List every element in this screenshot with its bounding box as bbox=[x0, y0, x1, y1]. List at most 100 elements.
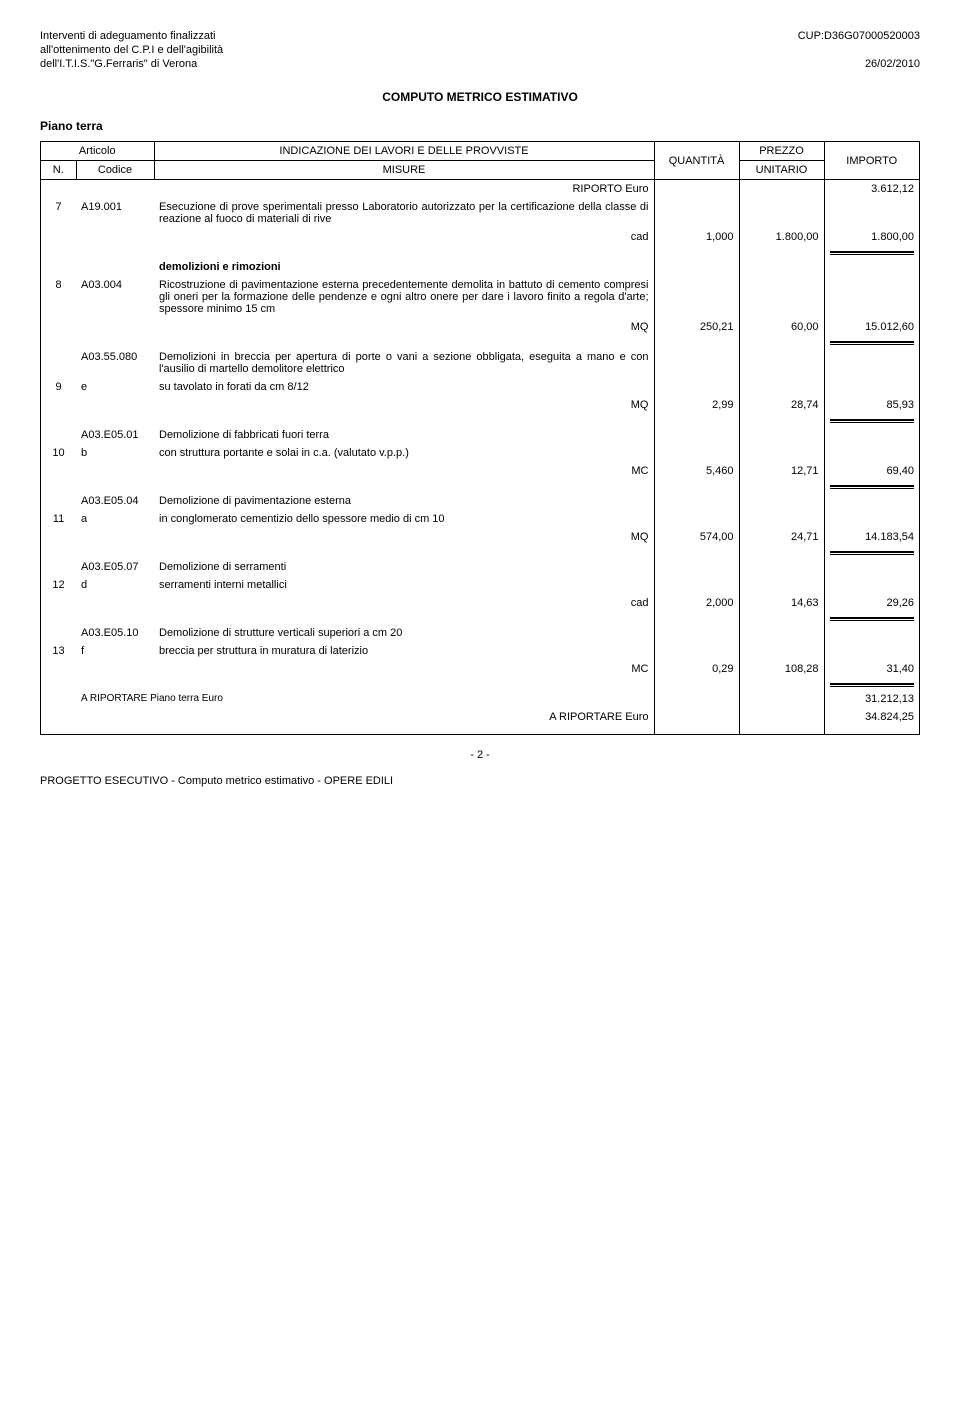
item-n: 10 bbox=[41, 444, 76, 462]
table-row: 8A03.004Ricostruzione di pavimentazione … bbox=[41, 276, 919, 318]
double-underline bbox=[824, 612, 919, 624]
item-unit-price: 24,71 bbox=[739, 528, 824, 546]
double-underline bbox=[824, 546, 919, 558]
item-qty: 250,21 bbox=[654, 318, 739, 336]
th-prezzo: PREZZO bbox=[739, 142, 824, 161]
th-indicazione: INDICAZIONE DEI LAVORI E DELLE PROVVISTE bbox=[154, 142, 654, 161]
item-code: A03.55.080 bbox=[76, 348, 154, 378]
item-desc: con struttura portante e solai in c.a. (… bbox=[154, 444, 654, 462]
item-n: 8 bbox=[41, 276, 76, 318]
table-row: cad1,0001.800,001.800,00 bbox=[41, 228, 919, 246]
riportare-piano-value: 31.212,13 bbox=[824, 690, 919, 708]
table-row: 9esu tavolato in forati da cm 8/12 bbox=[41, 378, 919, 396]
header-left-line2: all'ottenimento del C.P.I e dell'agibili… bbox=[40, 44, 223, 56]
table-row: A03.E05.01Demolizione di fabbricati fuor… bbox=[41, 426, 919, 444]
item-unit-price: 108,28 bbox=[739, 660, 824, 678]
table-frame: Articolo INDICAZIONE DEI LAVORI E DELLE … bbox=[40, 141, 920, 735]
item-desc: Demolizione di pavimentazione esterna bbox=[154, 492, 654, 510]
item-n bbox=[41, 558, 76, 576]
riporto-label: RIPORTO Euro bbox=[154, 180, 654, 199]
item-n: 13 bbox=[41, 642, 76, 660]
item-import: 15.012,60 bbox=[824, 318, 919, 336]
th-quantita: QUANTITÀ bbox=[654, 142, 739, 180]
item-desc: Esecuzione di prove sperimentali presso … bbox=[154, 198, 654, 228]
item-n: 7 bbox=[41, 198, 76, 228]
section-title: Piano terra bbox=[40, 119, 920, 133]
item-qty: 2,99 bbox=[654, 396, 739, 414]
table-header: Articolo INDICAZIONE DEI LAVORI E DELLE … bbox=[41, 142, 919, 180]
th-articolo: Articolo bbox=[41, 142, 154, 161]
double-underline bbox=[824, 480, 919, 492]
item-unit-price: 1.800,00 bbox=[739, 228, 824, 246]
item-um: MQ bbox=[154, 528, 654, 546]
item-n bbox=[41, 348, 76, 378]
double-underline bbox=[824, 246, 919, 258]
item-qty: 5,460 bbox=[654, 462, 739, 480]
item-unit-price: 28,74 bbox=[739, 396, 824, 414]
table-row: cad2,00014,6329,26 bbox=[41, 594, 919, 612]
item-um: cad bbox=[154, 228, 654, 246]
item-qty: 0,29 bbox=[654, 660, 739, 678]
item-code: A19.001 bbox=[76, 198, 154, 228]
item-desc: su tavolato in forati da cm 8/12 bbox=[154, 378, 654, 396]
riportare-euro-value: 34.824,25 bbox=[824, 708, 919, 726]
item-desc: Demolizione di serramenti bbox=[154, 558, 654, 576]
item-um: MC bbox=[154, 462, 654, 480]
th-codice: Codice bbox=[76, 161, 154, 180]
table-row: A03.E05.07Demolizione di serramenti bbox=[41, 558, 919, 576]
item-unit-price: 60,00 bbox=[739, 318, 824, 336]
item-n bbox=[41, 624, 76, 642]
table-row: A03.E05.10Demolizione di strutture verti… bbox=[41, 624, 919, 642]
item-desc: in conglomerato cementizio dello spessor… bbox=[154, 510, 654, 528]
riporto-value: 3.612,12 bbox=[824, 180, 919, 199]
footer-text: PROGETTO ESECUTIVO - Computo metrico est… bbox=[40, 775, 920, 787]
item-qty: 1,000 bbox=[654, 228, 739, 246]
item-code: A03.E05.04 bbox=[76, 492, 154, 510]
item-n: 9 bbox=[41, 378, 76, 396]
item-import: 85,93 bbox=[824, 396, 919, 414]
item-desc: Demolizione di fabbricati fuori terra bbox=[154, 426, 654, 444]
item-unit-price: 12,71 bbox=[739, 462, 824, 480]
item-qty: 574,00 bbox=[654, 528, 739, 546]
table-row: 11ain conglomerato cementizio dello spes… bbox=[41, 510, 919, 528]
item-n: 11 bbox=[41, 510, 76, 528]
table-row: A03.E05.04Demolizione di pavimentazione … bbox=[41, 492, 919, 510]
header-left-line3: dell'I.T.I.S."G.Ferraris" di Verona bbox=[40, 58, 197, 70]
item-import: 29,26 bbox=[824, 594, 919, 612]
double-underline bbox=[824, 678, 919, 690]
item-um: MQ bbox=[154, 396, 654, 414]
item-code: A03.E05.07 bbox=[76, 558, 154, 576]
item-n bbox=[41, 492, 76, 510]
th-unitario: UNITARIO bbox=[739, 161, 824, 180]
estimate-table: Articolo INDICAZIONE DEI LAVORI E DELLE … bbox=[41, 142, 919, 734]
item-code: b bbox=[76, 444, 154, 462]
item-desc: Demolizione di strutture verticali super… bbox=[154, 624, 654, 642]
item-code: A03.E05.01 bbox=[76, 426, 154, 444]
item-code: A03.E05.10 bbox=[76, 624, 154, 642]
riportare-piano-label: A RIPORTARE Piano terra Euro bbox=[76, 690, 654, 708]
item-desc: serramenti interni metallici bbox=[154, 576, 654, 594]
th-n: N. bbox=[41, 161, 76, 180]
item-import: 14.183,54 bbox=[824, 528, 919, 546]
item-um: cad bbox=[154, 594, 654, 612]
section-heading: demolizioni e rimozioni bbox=[154, 258, 654, 276]
th-importo: IMPORTO bbox=[824, 142, 919, 180]
table-row: MC5,46012,7169,40 bbox=[41, 462, 919, 480]
table-row: MC0,29108,2831,40 bbox=[41, 660, 919, 678]
page-number: - 2 - bbox=[40, 749, 920, 761]
th-misure: MISURE bbox=[154, 161, 654, 180]
item-unit-price: 14,63 bbox=[739, 594, 824, 612]
table-row: 7A19.001Esecuzione di prove sperimentali… bbox=[41, 198, 919, 228]
header-right-line1: CUP:D36G07000520003 bbox=[798, 30, 920, 42]
table-row: 10bcon struttura portante e solai in c.a… bbox=[41, 444, 919, 462]
table-body: RIPORTO Euro 3.612,12 7A19.001Esecuzione… bbox=[41, 180, 919, 735]
item-import: 31,40 bbox=[824, 660, 919, 678]
item-code: a bbox=[76, 510, 154, 528]
item-import: 1.800,00 bbox=[824, 228, 919, 246]
item-um: MC bbox=[154, 660, 654, 678]
table-row: A03.55.080Demolizioni in breccia per ape… bbox=[41, 348, 919, 378]
double-underline bbox=[824, 414, 919, 426]
table-row: 13fbreccia per struttura in muratura di … bbox=[41, 642, 919, 660]
item-qty: 2,000 bbox=[654, 594, 739, 612]
item-desc: Ricostruzione di pavimentazione esterna … bbox=[154, 276, 654, 318]
